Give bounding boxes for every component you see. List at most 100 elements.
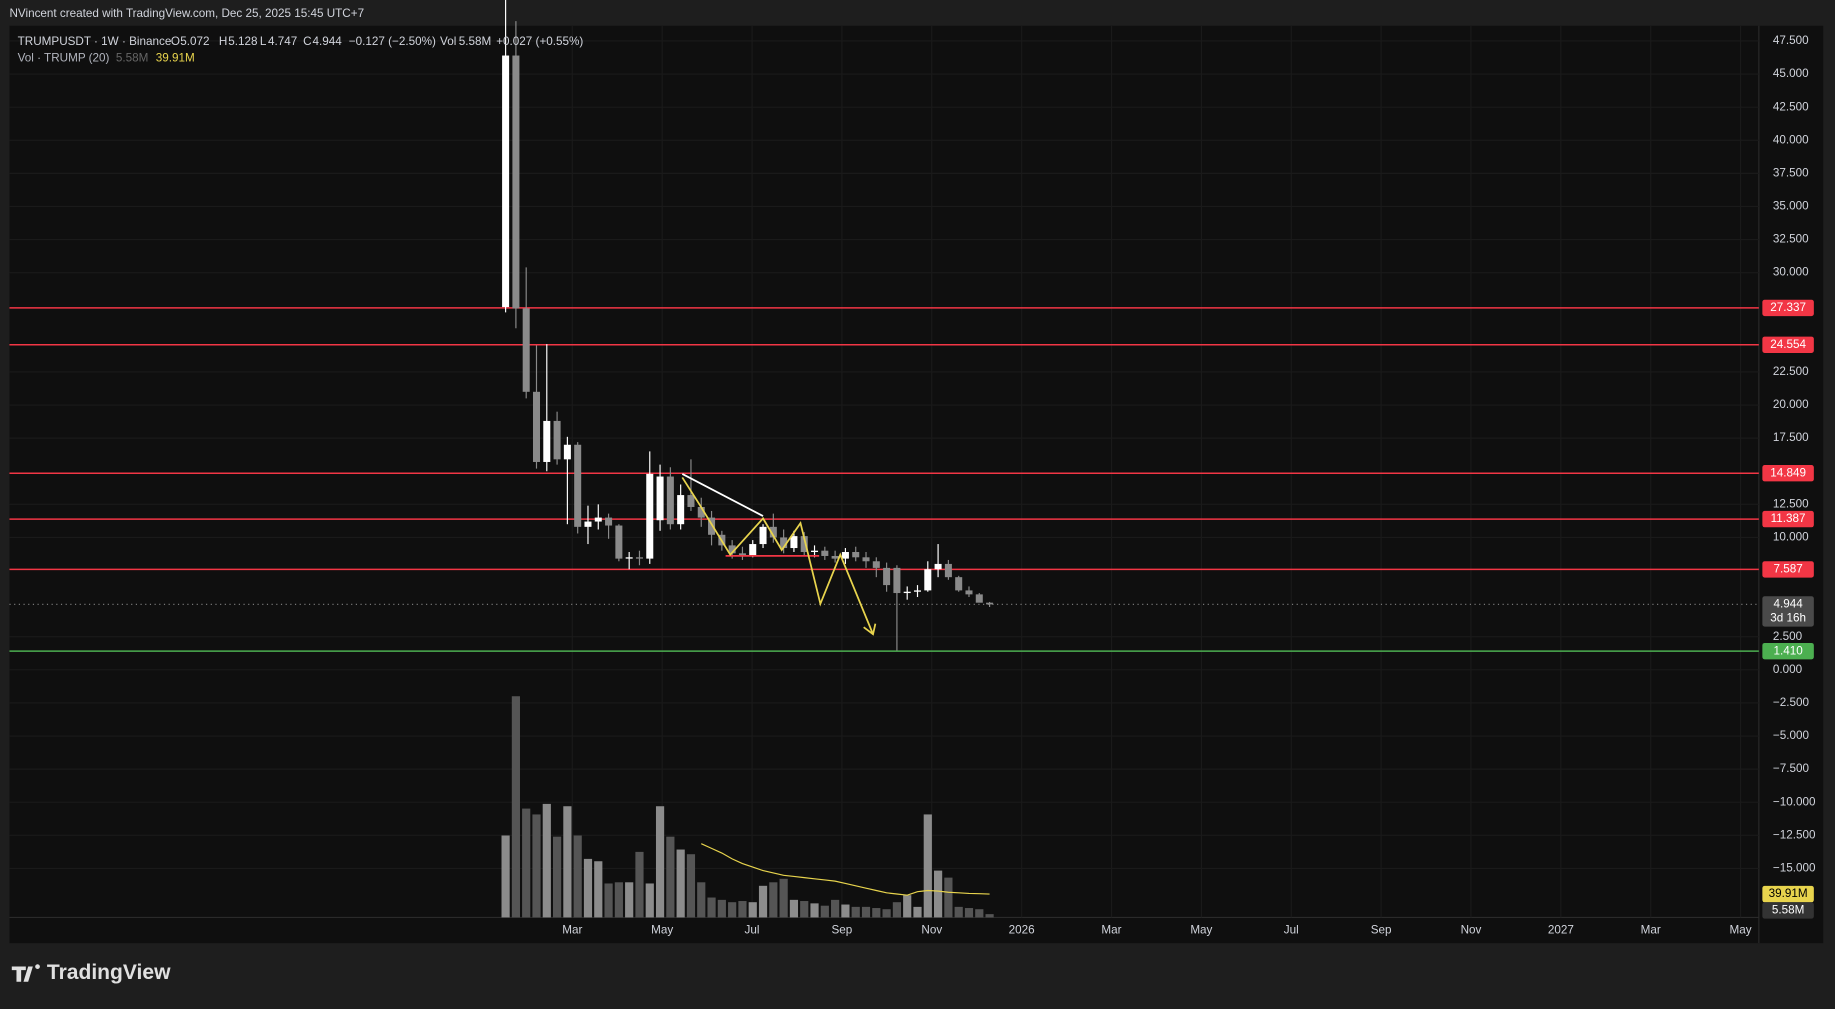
y-tick-label: 35.000 bbox=[1773, 200, 1809, 213]
volume-bar bbox=[573, 835, 582, 918]
candle-body bbox=[955, 577, 963, 591]
candle-body bbox=[862, 557, 870, 562]
candle-body bbox=[852, 552, 860, 558]
x-tick-label: May bbox=[1190, 923, 1212, 936]
legend-key: Vol bbox=[440, 35, 456, 48]
x-tick-label: Nov bbox=[1461, 923, 1482, 936]
volume-bar bbox=[758, 885, 768, 918]
y-tick-label: 0.000 bbox=[1773, 663, 1803, 676]
candle-body bbox=[872, 561, 880, 568]
candle-body bbox=[656, 476, 664, 521]
drawings bbox=[681, 473, 877, 636]
x-tick-label: Jul bbox=[745, 923, 760, 936]
legend-key: H bbox=[219, 35, 227, 48]
volume-bar bbox=[841, 904, 850, 918]
candle-body bbox=[625, 557, 633, 559]
y-tick-label: 10.000 bbox=[1773, 531, 1809, 544]
y-tick-label: 47.500 bbox=[1773, 34, 1809, 47]
symbol: TRUMPUSDT · 1W · Binance bbox=[18, 35, 172, 48]
volume-bar bbox=[975, 909, 984, 918]
candle-body bbox=[903, 591, 911, 594]
volume-bar bbox=[686, 854, 696, 918]
legend-key: O bbox=[171, 35, 180, 48]
x-tick-label: Sep bbox=[1371, 923, 1392, 936]
indicator-ma: 39.91M bbox=[156, 52, 195, 65]
volume-bar bbox=[717, 899, 726, 918]
y-tick-label: −2.500 bbox=[1773, 696, 1810, 709]
volume-bar bbox=[810, 903, 819, 918]
candle-body bbox=[800, 536, 808, 553]
candle-body bbox=[975, 594, 983, 603]
volume-bar bbox=[748, 902, 757, 918]
brand-logo bbox=[11, 964, 40, 982]
x-tick-label: Jul bbox=[1284, 923, 1299, 936]
candle-body bbox=[841, 552, 849, 559]
legend-key: L bbox=[260, 35, 267, 48]
y-tick-label: −12.500 bbox=[1773, 828, 1816, 841]
change: −0.127 (−2.50%) bbox=[349, 35, 436, 48]
candle-body bbox=[543, 420, 551, 462]
candle-body bbox=[769, 526, 777, 538]
volume-bar bbox=[511, 696, 520, 918]
volume-bar bbox=[789, 899, 799, 918]
candle-body bbox=[944, 563, 952, 578]
y-tick-label: 30.000 bbox=[1773, 266, 1809, 279]
volume-bar bbox=[738, 901, 747, 918]
volume-pane bbox=[501, 696, 994, 918]
indicator: Vol · TRUMP (20) bbox=[18, 52, 110, 65]
volume-bar bbox=[645, 883, 654, 918]
candle-body bbox=[532, 391, 541, 462]
candle-body bbox=[563, 444, 571, 460]
legend: TRUMPUSDT · 1W · Binance O 5.072 H 5.128… bbox=[18, 35, 584, 64]
volume-bar bbox=[882, 909, 891, 918]
candle-body bbox=[697, 506, 705, 518]
volume-bar bbox=[892, 902, 902, 918]
price-line-label: 7.587 bbox=[1773, 562, 1802, 575]
candle-body bbox=[811, 550, 819, 553]
legend-key: C bbox=[303, 35, 311, 48]
volume-bar bbox=[923, 814, 932, 918]
legend-value: 5.128 bbox=[228, 35, 257, 48]
candle-body bbox=[512, 55, 520, 309]
countdown: 3d 16h bbox=[1770, 612, 1806, 625]
volume-bar bbox=[728, 902, 737, 918]
volume-bar bbox=[666, 836, 675, 918]
volume-label: 5.58M bbox=[1772, 904, 1804, 917]
volume-bar bbox=[614, 882, 623, 918]
candle-body bbox=[615, 525, 623, 559]
y-tick-label: 17.500 bbox=[1773, 431, 1809, 444]
x-tick-label: Nov bbox=[921, 923, 942, 936]
arrow-head bbox=[863, 623, 877, 636]
price-line-tag bbox=[1762, 336, 1814, 353]
price-line-label: 27.337 bbox=[1770, 301, 1806, 314]
candle-body bbox=[934, 563, 942, 570]
volume-ma-tag bbox=[1762, 885, 1814, 903]
volume-bar bbox=[964, 908, 974, 918]
volume-bar bbox=[707, 897, 716, 918]
volume-bar bbox=[779, 878, 788, 918]
chart-bg bbox=[9, 25, 1824, 944]
volume-bar bbox=[697, 882, 706, 918]
candle-body bbox=[924, 569, 932, 591]
x-tick-label: Mar bbox=[562, 923, 582, 936]
candle-body bbox=[687, 495, 695, 507]
volume-bar bbox=[594, 861, 603, 918]
x-tick-label: 2027 bbox=[1548, 923, 1574, 936]
volume-bar bbox=[542, 803, 551, 918]
volume-tag bbox=[1762, 902, 1814, 919]
candle-body bbox=[502, 55, 510, 308]
legend-value: 4.747 bbox=[268, 35, 297, 48]
candle-body bbox=[893, 567, 901, 594]
trend-line bbox=[681, 473, 764, 517]
price-lines bbox=[9, 307, 1759, 652]
candle-body bbox=[831, 555, 839, 559]
candle-body bbox=[738, 553, 746, 556]
volume-bar bbox=[903, 895, 912, 918]
price-line-label: 24.554 bbox=[1770, 338, 1806, 351]
volume-bar bbox=[604, 883, 613, 918]
volume-bar bbox=[625, 882, 634, 918]
x-tick-label: Mar bbox=[1641, 923, 1661, 936]
candle-body bbox=[646, 473, 654, 559]
volume-bar bbox=[933, 870, 943, 918]
y-tick-label: 37.500 bbox=[1773, 166, 1809, 179]
